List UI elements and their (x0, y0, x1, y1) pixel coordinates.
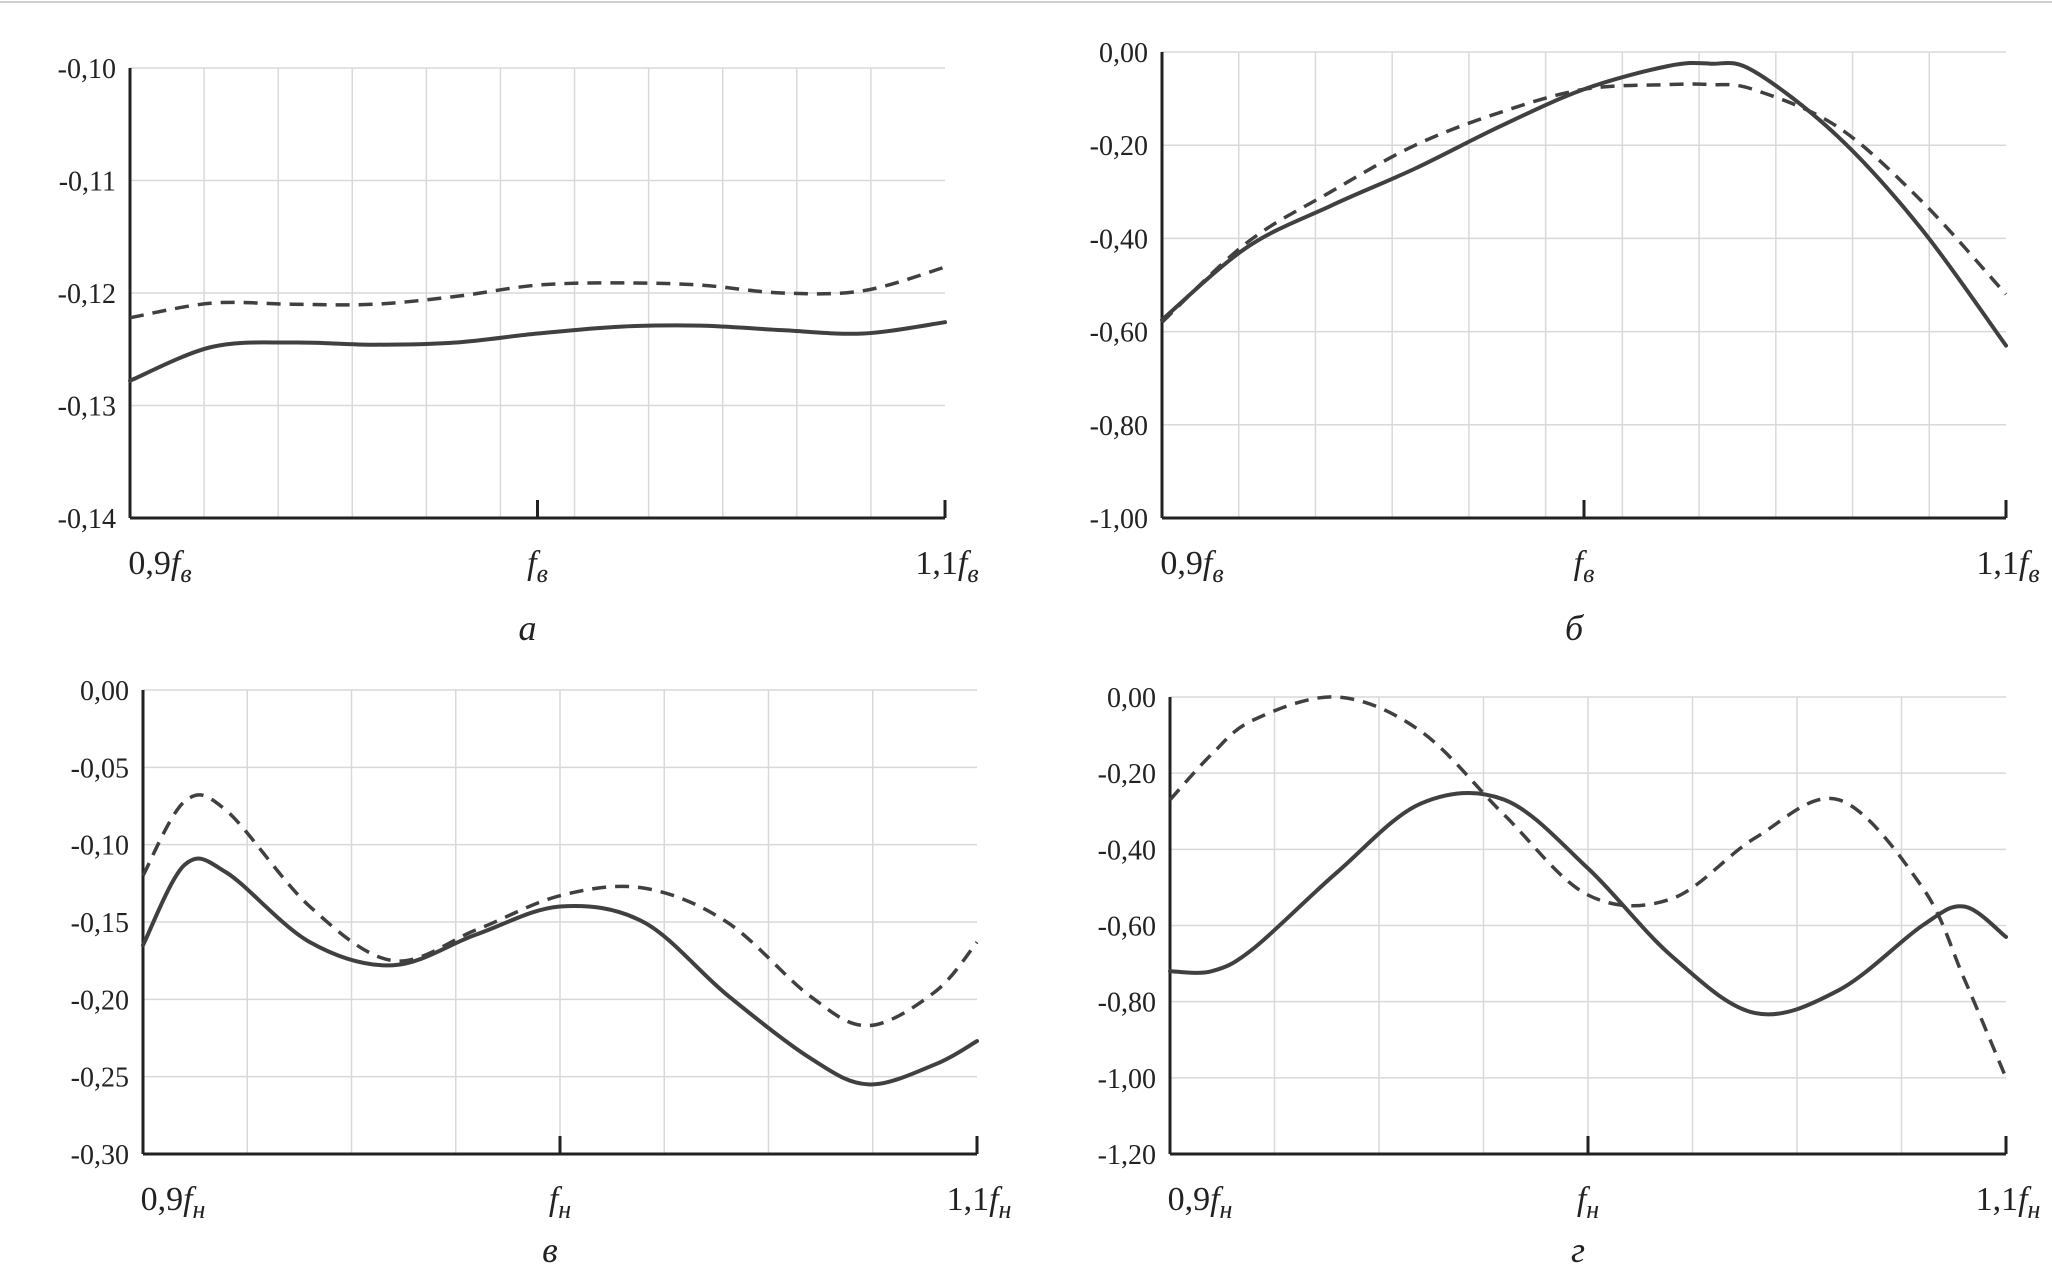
x-tick-label-number: 0,9 (1160, 545, 1203, 582)
y-tick-label: -0,60 (1098, 912, 1156, 943)
y-tick-label: -0,80 (1098, 988, 1156, 1019)
chart-panel-2: 0,00 -0,20 -0,40 -0,60 -0,80 -1,00 0,9fв fв 1,1f… (1090, 38, 2040, 648)
x-tick-label-number: 0,9 (1168, 1181, 1211, 1218)
x-tick-label-subscript: н (999, 1195, 1012, 1224)
x-tick-label-subscript: в (967, 559, 978, 588)
x-tick-label-subscript: в (180, 559, 191, 588)
x-tick-label: fн (549, 1181, 571, 1224)
y-tick-label: -1,00 (1090, 504, 1148, 535)
x-tick-label-subscript: н (193, 1195, 206, 1224)
y-tick-label: -0,10 (71, 831, 129, 862)
x-tick-label: fв (527, 545, 548, 588)
y-tick-label: -0,60 (1090, 318, 1148, 349)
x-tick-label-number: 1,1 (915, 545, 958, 582)
y-tick-label: -0,80 (1090, 411, 1148, 442)
y-tick-label: -0,13 (58, 392, 116, 423)
series-line-solid (1168, 791, 2008, 1017)
y-tick-label: -1,20 (1098, 1140, 1156, 1171)
x-tick-label: 1,1fв (1976, 545, 2039, 588)
series-line-dashed (1168, 695, 2008, 1079)
panels: -0,10-0,11-0,12-0,13-0,140,9fв fв 1,1fва0,… (58, 38, 2041, 1270)
y-tick-label: -0,11 (59, 167, 116, 198)
y-tick-label: 0,00 (1099, 38, 1148, 69)
x-tick-label-subscript: в (1212, 559, 1223, 588)
y-tick-label: -0,10 (58, 54, 116, 85)
panel-caption: а (519, 608, 537, 648)
series-line-solid (128, 320, 947, 383)
x-tick-label-number: 1,1 (1976, 545, 2019, 582)
x-tick-label-subscript: н (1220, 1195, 1233, 1224)
y-tick-label: -0,20 (1098, 759, 1156, 790)
x-tick-label-number: 1,1 (947, 1181, 990, 1218)
series-line-dashed (141, 793, 979, 1028)
x-tick-label-number: 1,1 (1976, 1181, 2019, 1218)
x-tick-label-subscript: н (2028, 1195, 2041, 1224)
y-tick-label: -0,25 (71, 1063, 129, 1094)
x-tick-label: 0,9fв (1160, 545, 1223, 588)
series-line-solid (141, 856, 979, 1087)
series-line-dashed (1160, 82, 2008, 324)
chart-panel-3: 0,00 -0,05 -0,10 -0,15 -0,20 -0,25 -0,30 0,9fн f… (71, 676, 1012, 1270)
chart-panel-4: 0,00 -0,20 -0,40 -0,60 -0,80 -1,00 -1,20 0,9fн f… (1098, 683, 2041, 1270)
x-tick-label: 0,9fн (141, 1181, 206, 1224)
x-tick-label: fн (1577, 1181, 1599, 1224)
x-tick-label: 0,9fв (128, 545, 191, 588)
y-tick-label: -0,20 (71, 985, 129, 1016)
y-tick-label: -0,15 (71, 908, 129, 939)
panel-caption: в (542, 1230, 558, 1270)
x-tick-label: 0,9fн (1168, 1181, 1233, 1224)
x-tick-label-subscript: н (558, 1195, 571, 1224)
panel-caption: г (1571, 1230, 1585, 1270)
x-tick-label-number: 0,9 (128, 545, 171, 582)
y-tick-label: -0,40 (1090, 224, 1148, 255)
x-tick-label: 1,1fн (1976, 1181, 2041, 1224)
x-tick-label-subscript: в (2028, 559, 2039, 588)
y-tick-label: -0,20 (1090, 131, 1148, 162)
y-tick-label: 0,00 (1107, 683, 1156, 714)
panel-caption: б (1565, 608, 1585, 648)
x-tick-label-subscript: в (537, 559, 548, 588)
chart-panel-1: -0,10 -0,11 -0,12 -0,13 -0,14 0,9fв fв 1,1fв а (58, 54, 979, 648)
y-tick-label: -1,00 (1098, 1064, 1156, 1095)
y-tick-label: -0,14 (58, 504, 116, 535)
series-line-dashed (129, 265, 946, 320)
x-tick-label: 1,1fн (947, 1181, 1012, 1224)
x-tick-label-number: 0,9 (141, 1181, 184, 1218)
x-tick-label-subscript: н (1586, 1195, 1599, 1224)
y-tick-label: -0,05 (71, 753, 129, 784)
x-tick-label: fв (1574, 545, 1595, 588)
x-tick-label: 1,1fв (915, 545, 978, 588)
x-tick-label-subscript: в (1583, 559, 1594, 588)
series-line-solid (1160, 60, 2008, 348)
y-tick-label: -0,30 (71, 1140, 129, 1171)
y-tick-label: -0,40 (1098, 835, 1156, 866)
y-tick-label: -0,12 (58, 279, 116, 310)
y-tick-label: 0,00 (80, 676, 129, 707)
